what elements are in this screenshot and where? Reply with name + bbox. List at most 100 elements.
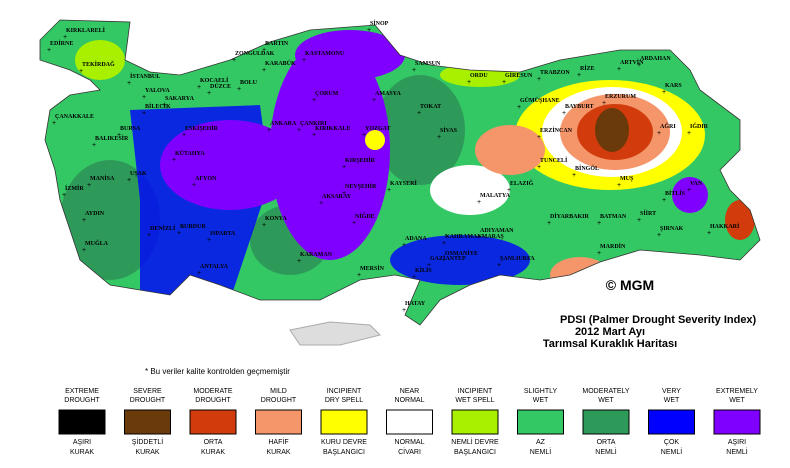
title-line: 2012 Mart Ayı [575,326,645,338]
city-label: ISPARTA [210,231,236,237]
legend-bottom-label: NORMAL [395,439,425,446]
city-marker: + [207,90,211,97]
city-marker: + [207,237,211,244]
city-marker: + [442,257,446,264]
legend-top-label: WET SPELL [455,397,494,404]
city-marker: + [537,164,541,171]
legend-swatch [582,409,630,435]
city-label: YALOVA [145,88,170,94]
city-marker: + [47,47,51,54]
city-marker: + [87,182,91,189]
legend-bottom-label: NEMLİ [595,447,616,456]
legend-swatch [386,409,433,435]
city-label: ERZURUM [605,94,636,100]
city-marker: + [577,72,581,79]
city-label: ELAZIĞ [510,179,534,187]
city-label: SAMSUN [415,61,441,67]
city-marker: + [172,157,176,164]
legend-bottom-label: CİVARI [398,447,421,456]
city-label: DENİZLİ [150,225,176,232]
city-label: YOZGAT [365,126,391,132]
legend-top-label: INCIPIENT [458,388,493,395]
city-marker: + [262,67,266,74]
city-marker: + [537,76,541,83]
city-marker: + [142,94,146,101]
city-marker: + [372,97,376,104]
legend-top-label: SEVERE [133,388,162,395]
city-marker: + [342,190,346,197]
legend-top-label: NEAR [400,388,419,395]
city-label: KAHRAMANMARAŞ [445,234,504,240]
city-marker: + [417,110,421,117]
legend-bottom-label: KURAK [266,449,290,456]
legend-bottom-label: KURAK [201,449,225,456]
city-marker: + [352,220,356,227]
city-label: KARS [665,83,682,89]
legend-top-label: WET [533,397,549,404]
city-label: ARTVİN [620,59,644,66]
city-label: KIRKLARELİ [66,27,106,34]
legend-top-label: DROUGHT [261,397,297,404]
city-label: MARDİN [600,243,626,250]
city-marker: + [657,232,661,239]
city-marker: + [357,272,361,279]
city-marker: + [707,230,711,237]
city-marker: + [182,132,186,139]
city-marker: + [477,234,481,241]
legend-top-label: EXTREMELY [716,388,758,395]
legend-top-label: WET [664,397,680,404]
city-marker: + [412,67,416,74]
city-marker: + [127,177,131,184]
city-marker: + [387,187,391,194]
city-label: KIRŞEHİR [345,157,376,164]
city-marker: + [547,220,551,227]
city-label: BOLU [240,80,258,86]
city-label: AĞRI [660,122,676,130]
city-label: KOCAELİ [200,77,229,84]
title-line: PDSI (Palmer Drought Severity Index) [560,314,757,326]
legend-bottom-label: NEMLİ [530,447,551,456]
city-label: MANİSA [90,175,115,182]
city-label: ÇANAKKALE [55,114,94,120]
city-label: ARDAHAN [640,56,671,62]
city-marker: + [319,200,323,207]
note: * Bu veriler kalite kontrolden geçmemişt… [145,367,290,376]
city-marker: + [177,230,181,237]
city-marker: + [662,89,666,96]
city-marker: + [312,132,316,139]
city-marker: + [302,57,306,64]
city-label: DÜZCE [210,83,231,90]
city-marker: + [637,62,641,69]
legend-top-label: MODERATE [193,388,232,395]
city-marker: + [142,110,146,117]
city-label: ŞIRNAK [660,226,684,232]
city-marker: + [537,134,541,141]
city-marker: + [617,182,621,189]
city-label: TOKAT [420,104,441,110]
city-label: BAYBURT [565,104,594,110]
legend-bottom-label: ORTA [597,439,616,446]
city-label: AMASYA [375,91,401,97]
city-marker: + [367,27,371,34]
city-marker: + [262,222,266,229]
legend-top-label: EXTREME [65,388,99,395]
city-marker: + [637,217,641,224]
city-marker: + [687,130,691,137]
legend-top-label: NORMAL [395,397,425,404]
title-line: Tarımsal Kuraklık Haritası [543,338,677,350]
city-marker: + [662,197,666,204]
city-marker: + [92,142,96,149]
city-label: ÇANKIRI [300,121,327,127]
city-label: KÜTAHYA [175,150,205,157]
city-marker: + [52,120,56,127]
city-label: KONYA [265,216,287,222]
legend-top-label: DROUGHT [64,397,100,404]
legend-top-label: VERY [662,388,681,395]
city-label: BİLECİK [145,103,171,110]
legend-swatch [451,409,499,435]
city-marker: + [402,307,406,314]
legend-swatch [648,409,695,435]
city-marker: + [572,172,576,179]
city-marker: + [507,187,511,194]
